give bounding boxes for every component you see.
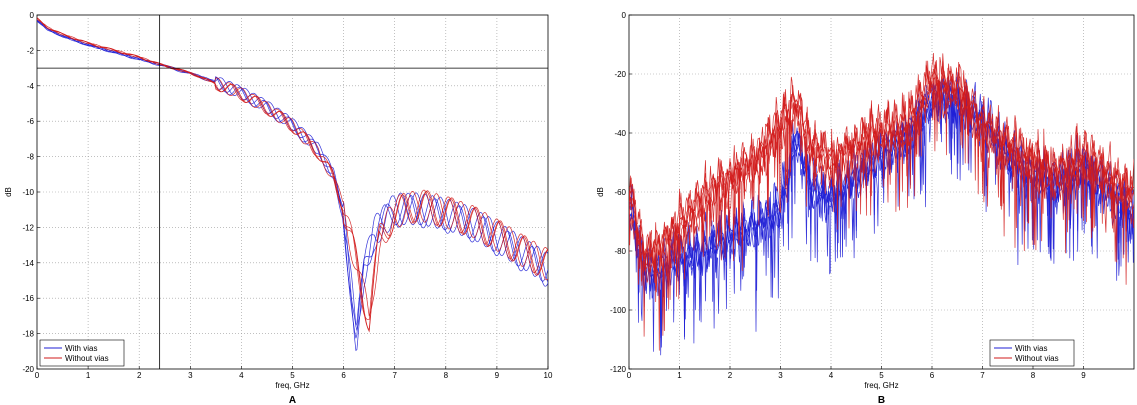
x-tick-label: 9	[1081, 371, 1086, 380]
y-tick-label: -20	[22, 365, 34, 374]
x-tick-label: 8	[1031, 371, 1036, 380]
y-tick-label: -80	[614, 247, 626, 256]
series-line-with-vias	[629, 77, 1134, 344]
legend-box	[39, 339, 125, 367]
series-line-with-vias	[37, 19, 548, 331]
y-tick-label: -16	[22, 294, 34, 303]
legend-label: Without vias	[1015, 354, 1059, 363]
x-axis-label: freq, GHz	[275, 381, 309, 390]
x-tick-label: 7	[392, 371, 397, 380]
y-tick-label: 0	[622, 11, 627, 20]
x-tick-label: 10	[544, 371, 553, 380]
x-tick-label: 8	[444, 371, 449, 380]
y-tick-label: -2	[27, 46, 35, 55]
x-tick-label: 6	[930, 371, 935, 380]
y-tick-label: -40	[614, 129, 626, 138]
x-axis-label: freq, GHz	[864, 381, 898, 390]
x-tick-label: 7	[980, 371, 985, 380]
y-tick-label: -6	[27, 117, 35, 126]
x-tick-label: 2	[137, 371, 142, 380]
legend-box	[989, 339, 1075, 367]
x-tick-label: 1	[677, 371, 682, 380]
y-tick-label: -12	[22, 223, 34, 232]
x-tick-label: 6	[341, 371, 346, 380]
y-tick-label: -10	[22, 188, 34, 197]
y-tick-label: 0	[30, 11, 35, 20]
y-tick-label: -20	[614, 70, 626, 79]
legend-label: Without vias	[65, 354, 109, 363]
series-line-without-vias	[37, 19, 548, 317]
plot-traces-A	[37, 17, 548, 352]
y-tick-label: -18	[22, 330, 34, 339]
x-tick-label: 2	[728, 371, 733, 380]
legend-label: With vias	[65, 344, 97, 353]
y-tick-label: -100	[610, 306, 627, 315]
x-tick-label: 0	[35, 371, 40, 380]
x-tick-label: 9	[495, 371, 500, 380]
series-line-without-vias	[629, 75, 1134, 332]
y-tick-label: -14	[22, 259, 34, 268]
series-line-without-vias	[629, 60, 1134, 280]
chart-B: 0 1 2 3 4 5 6 7 8 9 0 -20 -40 -60 -80 -100 -120 freq, GHz…	[596, 11, 1135, 405]
y-tick-label: -120	[610, 365, 627, 374]
series-line-with-vias	[629, 86, 1134, 340]
x-tick-label: 5	[290, 371, 295, 380]
series-line-with-vias	[37, 20, 548, 339]
y-tick-label: -60	[614, 188, 626, 197]
series-line-without-vias	[37, 17, 548, 331]
legend-label: With vias	[1015, 344, 1047, 353]
plot-traces-B	[629, 52, 1134, 356]
y-tick-label: -8	[27, 153, 35, 162]
chart-A: 0 1 2 3 4 5 6 7 8 9 10 0 -2 -4 -6 -8 -10 -12 -14 -16 -18 -20 f…	[4, 11, 553, 405]
x-tick-label: 4	[829, 371, 834, 380]
x-tick-label: 3	[188, 371, 193, 380]
x-tick-label: 1	[86, 371, 91, 380]
panel-label-A: A	[289, 395, 296, 405]
x-tick-label: 4	[239, 371, 244, 380]
x-tick-label: 0	[627, 371, 632, 380]
y-axis-label: dB	[596, 187, 605, 197]
y-axis-label: dB	[4, 187, 13, 197]
y-tick-label: -4	[27, 82, 35, 91]
x-tick-label: 5	[879, 371, 884, 380]
panel-label-B: B	[878, 395, 885, 405]
x-tick-label: 3	[778, 371, 783, 380]
series-line-without-vias	[629, 67, 1134, 351]
